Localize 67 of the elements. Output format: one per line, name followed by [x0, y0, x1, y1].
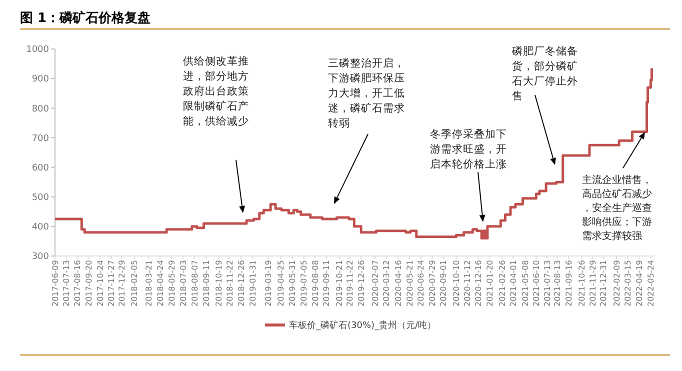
x-tick-label: 2022-04-19 — [635, 260, 644, 306]
x-tick-label: 2021-07-13 — [542, 260, 552, 306]
legend-label: 车板价_磷矿石(30%)_贵州（元/吨） — [289, 320, 436, 332]
y-tick-label: 1000 — [26, 45, 50, 56]
y-tick-label: 700 — [32, 134, 50, 144]
y-tick-label: 300 — [32, 252, 50, 262]
x-tick-label: 2019-05-31 — [288, 260, 298, 306]
x-tick-label: 2021-08-13 — [553, 260, 562, 306]
y-tick-label: 800 — [32, 104, 50, 114]
x-tick-label: 2021-06-10 — [532, 260, 541, 306]
x-tick-label: 2018-12-26 — [236, 260, 246, 306]
x-tick-label: 2018-11-22 — [226, 260, 235, 306]
annotation: 主流企业惜售，高品位矿石减少，安全生产巡查影响供应；下游需求支撑较强 — [582, 174, 652, 242]
x-tick-label: 2020-10-10 — [452, 260, 462, 306]
x-tick-label: 2018-04-24 — [156, 260, 165, 306]
x-tick-label: 2020-04-16 — [394, 260, 403, 306]
chart-title: 图 1：磷矿石价格复盘 — [20, 10, 151, 26]
x-tick-label: 2020-09-01 — [439, 260, 448, 306]
y-tick-label: 500 — [32, 193, 50, 204]
x-tick-label: 2020-12-16 — [474, 260, 484, 306]
x-tick-label: 2020-06-24 — [416, 260, 426, 306]
annotation: 供给侧改革推进，部分地方政府出台政策限制磷矿石产能，供给减少 — [183, 54, 249, 128]
x-tick-label: 2020-07-29 — [428, 260, 437, 306]
x-tick-label: 2019-09-11 — [322, 260, 331, 306]
y-tick-label: 400 — [32, 222, 50, 233]
x-tick-label: 2021-12-31 — [599, 260, 608, 306]
x-tick-label: 2018-08-07 — [190, 260, 200, 306]
x-tick-label: 2021-11-29 — [588, 260, 598, 306]
x-tick-label: 2019-04-25 — [276, 260, 286, 306]
x-tick-label: 2019-08-08 — [310, 260, 320, 306]
x-tick-label: 2020-02-07 — [371, 260, 380, 306]
x-tick-label: 2018-05-29 — [167, 260, 176, 306]
x-tick-label: 2019-03-19 — [264, 260, 274, 306]
annotation: 冬季停采叠加下游需求旺盛，开启本轮价格上涨 — [430, 127, 507, 170]
x-tick-label: 2022-02-09 — [612, 260, 622, 306]
x-tick-label: 2018-03-21 — [144, 260, 154, 306]
x-tick-label: 2021-05-08 — [521, 260, 530, 306]
x-tick-label: 2020-11-12 — [462, 260, 472, 306]
x-tick-label: 2021-02-26 — [498, 260, 507, 306]
x-tick-label: 2020-05-21 — [405, 260, 414, 306]
x-tick-label: 2017-11-27 — [107, 260, 116, 306]
x-tick-label: 2019-11-22 — [346, 260, 355, 306]
x-tick-label: 2021-04-01 — [508, 260, 518, 306]
x-tick-label: 2019-07-05 — [300, 260, 309, 306]
x-tick-label: 2021-01-20 — [486, 260, 495, 306]
x-tick-label: 2017-06-09 — [50, 260, 60, 306]
y-tick-label: 600 — [32, 163, 50, 174]
x-tick-label: 2019-01-31 — [248, 260, 258, 306]
x-tick-label: 2019-12-26 — [356, 260, 366, 306]
x-tick-label: 2017-10-24 — [96, 260, 105, 306]
x-tick-label: 2017-07-13 — [62, 260, 71, 306]
x-tick-label: 2021-09-16 — [564, 260, 574, 306]
x-tick-label: 2018-02-05 — [130, 260, 140, 306]
x-tick-label: 2018-10-19 — [214, 260, 224, 306]
x-tick-label: 2022-03-15 — [623, 260, 632, 306]
x-tick-label: 2017-08-16 — [73, 260, 82, 306]
x-tick-label: 2017-12-29 — [118, 260, 127, 306]
annotation: 磷肥厂冬储备货，部分磷矿石大厂停止外售 — [511, 44, 578, 102]
x-tick-label: 2019-10-21 — [335, 260, 344, 306]
x-tick-label: 2020-03-12 — [382, 260, 392, 306]
annotation: 三磷整治开启，下游磷肥环保压力大增，开工低迷，磷矿石需求转弱 — [328, 56, 405, 130]
y-tick-label: 900 — [32, 74, 50, 85]
x-tick-label: 2018-07-03 — [178, 260, 188, 306]
x-tick-label: 2021-10-26 — [577, 260, 586, 306]
x-tick-label: 2022-05-24 — [646, 260, 656, 306]
x-tick-label: 2017-09-20 — [84, 260, 94, 306]
x-tick-label: 2018-09-11 — [202, 260, 211, 306]
